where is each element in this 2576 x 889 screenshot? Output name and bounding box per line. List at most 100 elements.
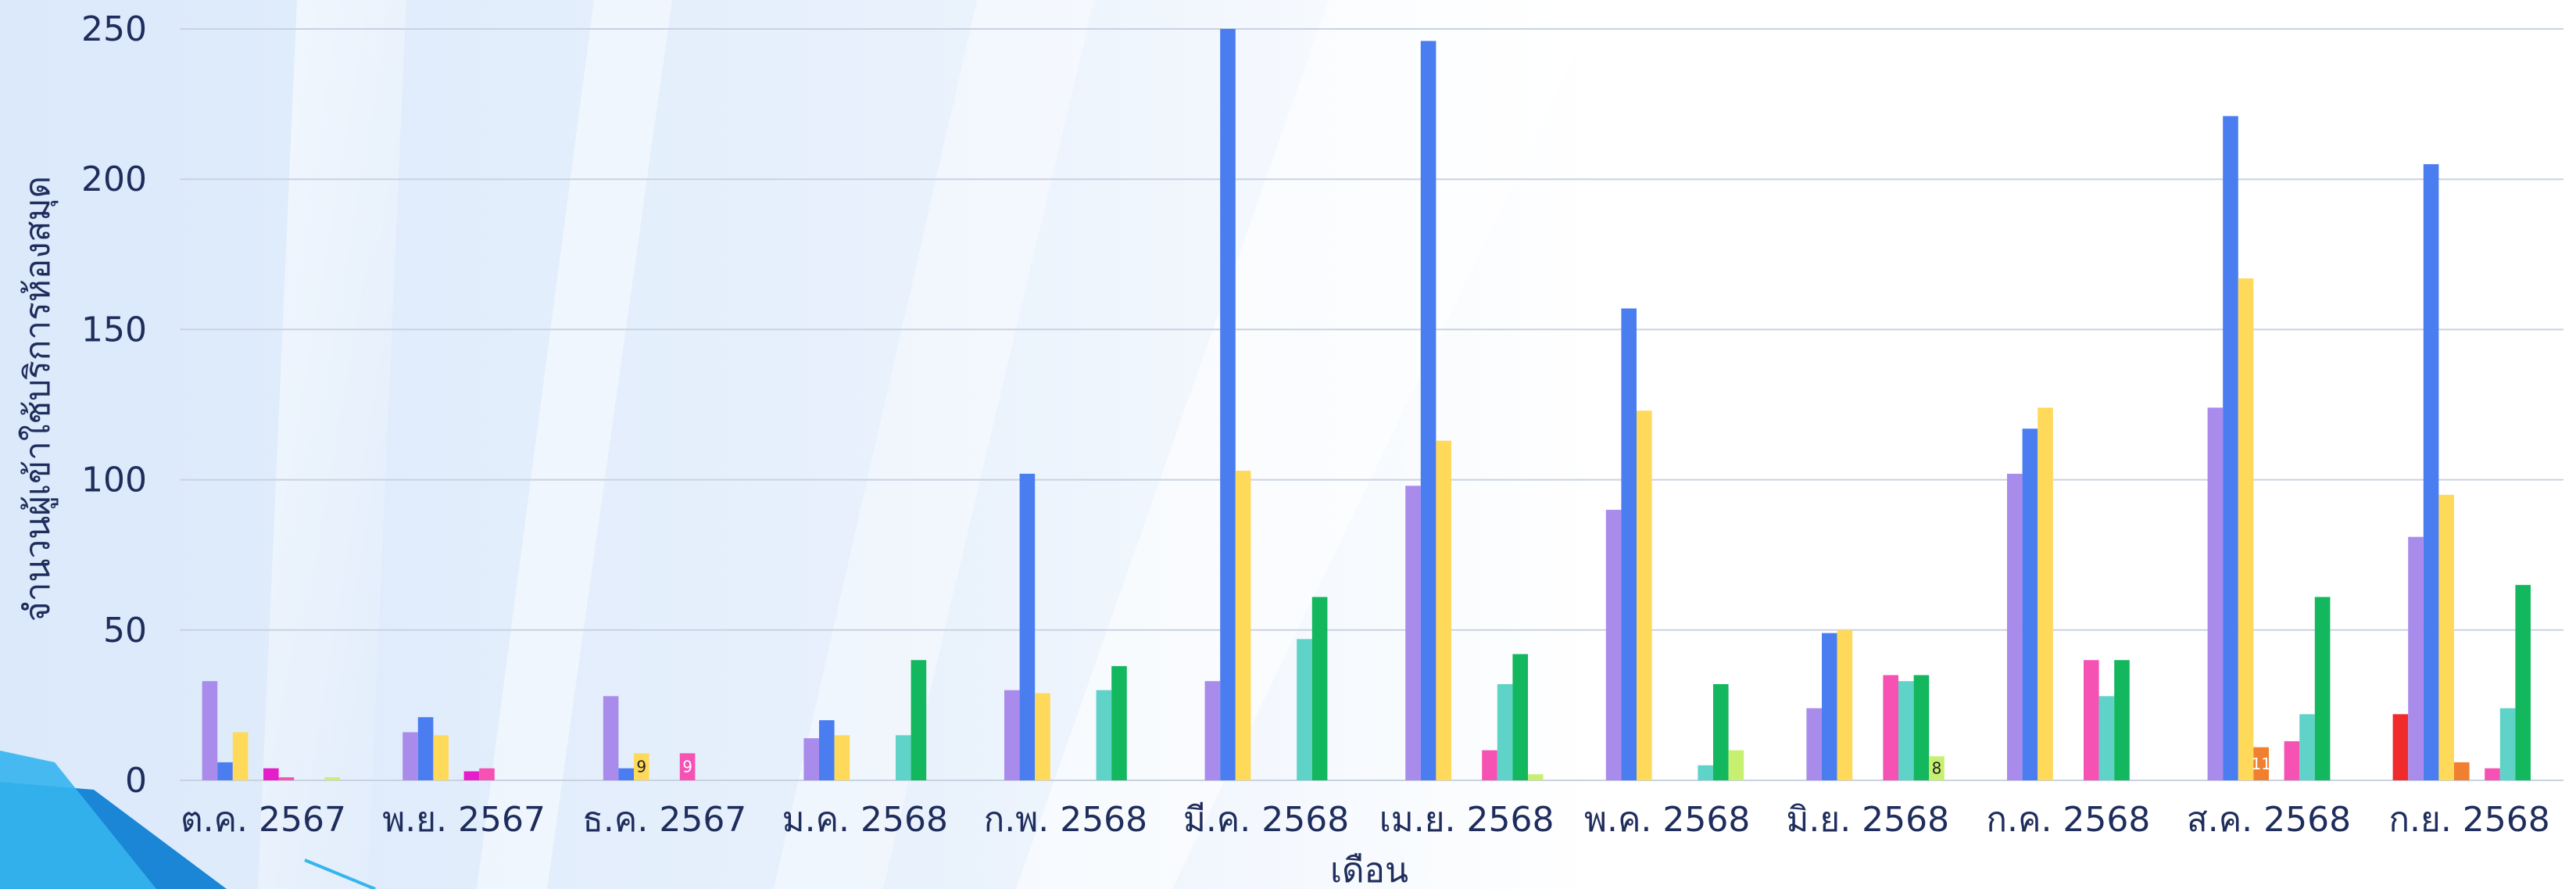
bar: [1204, 681, 1221, 780]
y-tick-label: 200: [81, 160, 147, 199]
x-tick-label: เม.ย. 2568: [1379, 800, 1555, 840]
bar: [634, 753, 649, 780]
data-label: 9: [636, 758, 646, 776]
bar: [1311, 597, 1328, 780]
bar: [1913, 675, 1930, 780]
x-tick-label: มี.ค. 2568: [1183, 800, 1349, 840]
bar: [417, 717, 434, 780]
bar: [2515, 585, 2531, 780]
bar: [1035, 693, 1050, 780]
bar: [1637, 410, 1652, 780]
bar: [1728, 750, 1744, 780]
bar: [896, 735, 911, 780]
bar: [679, 753, 696, 780]
bar: [911, 660, 927, 780]
bar: [819, 720, 835, 780]
x-tick-label: ต.ค. 2567: [181, 800, 346, 840]
bar: [1111, 665, 1127, 780]
bar: [2098, 696, 2115, 780]
bar: [1713, 683, 1729, 780]
bar: [2314, 597, 2331, 780]
y-tick-label: 250: [81, 9, 147, 49]
bar: [1436, 440, 1451, 780]
bar: [803, 738, 819, 780]
bar: [402, 732, 418, 780]
bar: [2038, 407, 2053, 780]
bar: [1883, 675, 1898, 780]
data-label: 11: [2251, 755, 2270, 773]
bar: [1220, 29, 1236, 780]
bar: [2207, 407, 2224, 780]
bar: [603, 696, 619, 780]
x-tick-label: ส.ค. 2568: [2187, 800, 2351, 840]
bar: [2454, 762, 2470, 780]
x-tick-label: ก.ค. 2568: [1986, 800, 2150, 840]
bar: [1482, 750, 1497, 780]
bar: [232, 732, 249, 780]
bar: [2084, 660, 2099, 780]
bar: [1019, 473, 1036, 780]
bar: [1235, 471, 1251, 780]
bar: [2022, 428, 2038, 780]
x-tick-label: ม.ค. 2568: [782, 800, 948, 840]
bar: [2114, 660, 2130, 780]
data-label: 8: [1932, 759, 1942, 778]
x-tick-label: ก.พ. 2568: [984, 800, 1148, 840]
x-axis-ticks: ต.ค. 2567 พ.ย. 2567 ธ.ค. 2567 ม.ค. 2568 ก.พ.…: [181, 800, 2550, 840]
bar: [1806, 708, 1822, 780]
bar: [202, 681, 218, 780]
x-axis-title: เดือน: [1330, 851, 1408, 889]
bar: [1822, 633, 1837, 780]
bar: [1698, 765, 1713, 780]
bar: [1420, 41, 1436, 781]
bar: [217, 762, 233, 780]
data-label: 9: [682, 758, 692, 776]
bar: [324, 777, 340, 780]
bar: [2299, 714, 2315, 780]
bar: [2408, 536, 2424, 780]
x-tick-label: ธ.ค. 2567: [582, 800, 746, 840]
bar: [2392, 714, 2409, 780]
bar: [1898, 681, 1914, 780]
y-axis-title: จำนวนผู้เข้าใช้บริการห้องสมุด: [18, 176, 59, 622]
data-labels: 9 9 8 11: [636, 755, 2270, 778]
bar: [1605, 510, 1622, 780]
bar: [1621, 308, 1637, 780]
bar: [1929, 756, 1945, 780]
y-tick-label: 0: [125, 761, 147, 801]
bar: [1497, 683, 1513, 780]
bar: [1096, 690, 1112, 780]
bar: [1004, 690, 1020, 780]
bar: [463, 771, 480, 780]
bar: [2253, 747, 2269, 780]
bar: [433, 735, 449, 780]
bar: [1837, 629, 1853, 780]
bar: [2223, 116, 2238, 780]
bar: [834, 735, 850, 780]
x-tick-label: พ.ค. 2568: [1584, 800, 1750, 840]
bar: [479, 768, 495, 780]
bar: [1405, 486, 1421, 780]
bar: [618, 768, 634, 780]
bar: [1297, 639, 1312, 780]
bar: [1528, 774, 1544, 780]
bar: [1512, 654, 1528, 780]
y-tick-label: 50: [103, 611, 147, 651]
bar: [2238, 278, 2254, 780]
y-tick-label: 100: [81, 461, 147, 500]
bar: [2284, 741, 2300, 780]
y-tick-label: 150: [81, 310, 147, 350]
bar: [278, 777, 295, 780]
x-tick-label: ก.ย. 2568: [2388, 800, 2549, 840]
x-tick-label: มิ.ย. 2568: [1786, 800, 1949, 840]
bar: [2485, 768, 2500, 780]
x-tick-label: พ.ย. 2567: [382, 800, 546, 840]
bar: [2438, 494, 2454, 780]
y-axis-ticks: 0 50 100 150 200 250: [81, 9, 147, 801]
bar: [2423, 163, 2439, 781]
gridlines: [180, 28, 2563, 781]
bars: [202, 29, 2531, 781]
bar: [263, 768, 279, 780]
bar: [2499, 708, 2516, 780]
